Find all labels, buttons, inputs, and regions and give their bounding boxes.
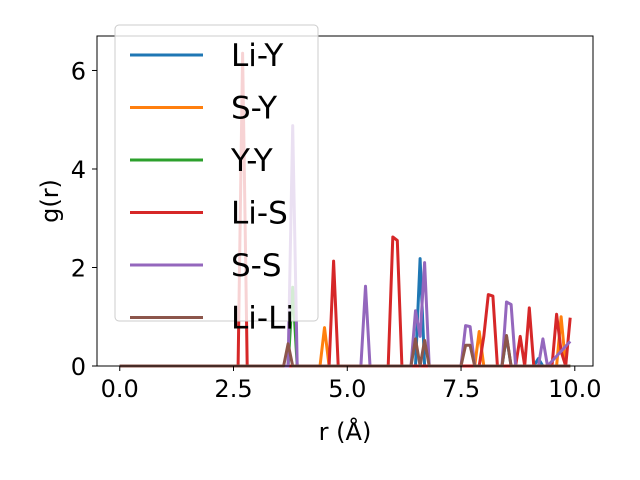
legend-frame xyxy=(114,24,319,322)
legend-label-li-s: Li-S xyxy=(231,196,288,232)
legend-label-li-li: Li-Li xyxy=(231,301,294,337)
y-axis-label: g(r) xyxy=(36,179,64,223)
legend-label-li-y: Li-Y xyxy=(231,38,283,74)
x-axis-ticks: 0.0 2.5 5.0 7.5 10.0 xyxy=(101,366,602,403)
legend-label-s-s: S-S xyxy=(231,248,282,284)
x-tick-label: 7.5 xyxy=(442,375,480,403)
y-tick-label: 6 xyxy=(71,57,86,85)
y-tick-label: 0 xyxy=(71,353,86,381)
x-tick-label: 2.5 xyxy=(214,375,252,403)
y-tick-label: 4 xyxy=(71,156,86,184)
x-axis-label: r (Å) xyxy=(319,417,372,446)
series-line-s-y xyxy=(119,315,571,368)
y-axis-ticks: 0 2 4 6 xyxy=(71,57,97,381)
legend-label-s-y: S-Y xyxy=(231,91,277,127)
x-tick-label: 5.0 xyxy=(328,375,366,403)
plot-frame xyxy=(96,35,594,367)
legend: Li-Y S-Y Y-Y Li-S S-S Li-Li xyxy=(114,24,319,337)
legend-label-y-y: Y-Y xyxy=(230,143,273,179)
y-tick-label: 2 xyxy=(71,254,86,282)
x-tick-label: 0.0 xyxy=(101,375,139,403)
x-tick-label: 10.0 xyxy=(548,375,601,403)
